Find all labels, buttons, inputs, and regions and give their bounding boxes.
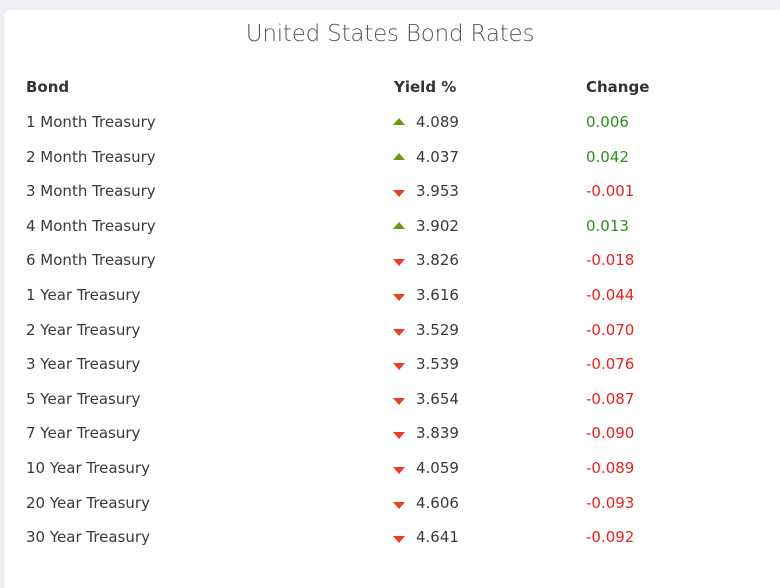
bond-rates-card (4, 10, 780, 588)
bond-name: 2 Month Treasury (26, 147, 156, 166)
table-row: 3 Year Treasury 3.539 -0.076 (0, 348, 780, 383)
arrow-up-icon (393, 118, 405, 125)
bond-name: 5 Year Treasury (26, 389, 141, 408)
bond-name: 1 Month Treasury (26, 113, 156, 131)
table-row: 30 Year Treasury 4.641 -0.092 (0, 521, 780, 556)
change-value: 0.013 (586, 216, 629, 235)
change-value: -0.076 (586, 355, 635, 374)
page-title: United States Bond Rates (245, 21, 535, 47)
arrow-down-icon (393, 501, 405, 509)
change-value: -0.093 (586, 493, 635, 512)
yield-value: 3.616 (416, 285, 459, 304)
arrow-down-icon (393, 259, 405, 267)
bond-name: 1 Year Treasury (26, 285, 141, 304)
arrow-up-icon (393, 221, 405, 229)
yield-value: 4.037 (416, 147, 459, 166)
bond-name: 3 Month Treasury (26, 182, 156, 201)
yield-value: 3.539 (416, 355, 459, 374)
table-row: 6 Month Treasury 3.826 -0.018 (0, 244, 780, 279)
bond-name: 2 Year Treasury (26, 320, 141, 339)
table-row: 4 Month Treasury 3.902 0.013 (0, 210, 780, 245)
yield-value: 3.654 (416, 389, 459, 408)
arrow-down-icon (393, 328, 405, 336)
change-value: 0.006 (586, 113, 629, 131)
change-value: -0.089 (586, 458, 635, 477)
bond-name: 6 Month Treasury (26, 251, 156, 270)
change-value: -0.090 (586, 424, 635, 443)
arrow-down-icon (393, 536, 405, 544)
arrow-down-icon (393, 363, 405, 371)
yield-value: 3.953 (416, 182, 459, 201)
change-value: -0.044 (586, 285, 635, 304)
yield-value: 4.089 (416, 113, 459, 131)
table-row: 1 Year Treasury 3.616 -0.044 (0, 279, 780, 314)
change-value: 0.042 (586, 147, 629, 166)
arrow-down-icon (393, 293, 405, 301)
table-row: 2 Month Treasury 4.037 0.042 (0, 141, 780, 176)
arrow-down-icon (393, 190, 405, 198)
table-row: 20 Year Treasury 4.606 -0.093 (0, 487, 780, 522)
yield-value: 4.641 (416, 528, 459, 547)
table-row: 10 Year Treasury 4.059 -0.089 (0, 452, 780, 487)
yield-value: 3.826 (416, 251, 459, 270)
change-value: -0.092 (586, 528, 635, 547)
yield-value: 3.902 (416, 216, 459, 235)
table-row: 7 Year Treasury 3.839 -0.090 (0, 417, 780, 452)
bond-name: 20 Year Treasury (26, 493, 150, 512)
bond-name: 7 Year Treasury (26, 424, 141, 443)
bond-rates-table: 1 Month Treasury 4.089 0.006 2 Month Treasu… (0, 106, 780, 556)
bond-name: 4 Month Treasury (26, 216, 156, 235)
column-header-bond: Bond (26, 78, 70, 96)
change-value: -0.001 (586, 182, 635, 201)
table-row: 5 Year Treasury 3.654 -0.087 (0, 383, 780, 418)
arrow-down-icon (393, 466, 405, 474)
change-value: -0.087 (586, 389, 635, 408)
yield-value: 3.839 (416, 424, 459, 443)
arrow-up-icon (393, 152, 405, 160)
column-header-change: Change (586, 78, 650, 96)
arrow-down-icon (393, 432, 405, 440)
bond-name: 30 Year Treasury (26, 528, 150, 547)
yield-value: 4.059 (416, 458, 459, 477)
bond-name: 3 Year Treasury (26, 355, 141, 374)
yield-value: 3.529 (416, 320, 459, 339)
column-header-yield: Yield % (394, 78, 457, 96)
table-row: 2 Year Treasury 3.529 -0.070 (0, 314, 780, 349)
yield-value: 4.606 (416, 493, 459, 512)
arrow-down-icon (393, 397, 405, 405)
bond-name: 10 Year Treasury (26, 458, 150, 477)
table-row: 3 Month Treasury 3.953 -0.001 (0, 175, 780, 210)
change-value: -0.070 (586, 320, 635, 339)
change-value: -0.018 (586, 251, 635, 270)
table-row: 1 Month Treasury 4.089 0.006 (0, 106, 780, 141)
